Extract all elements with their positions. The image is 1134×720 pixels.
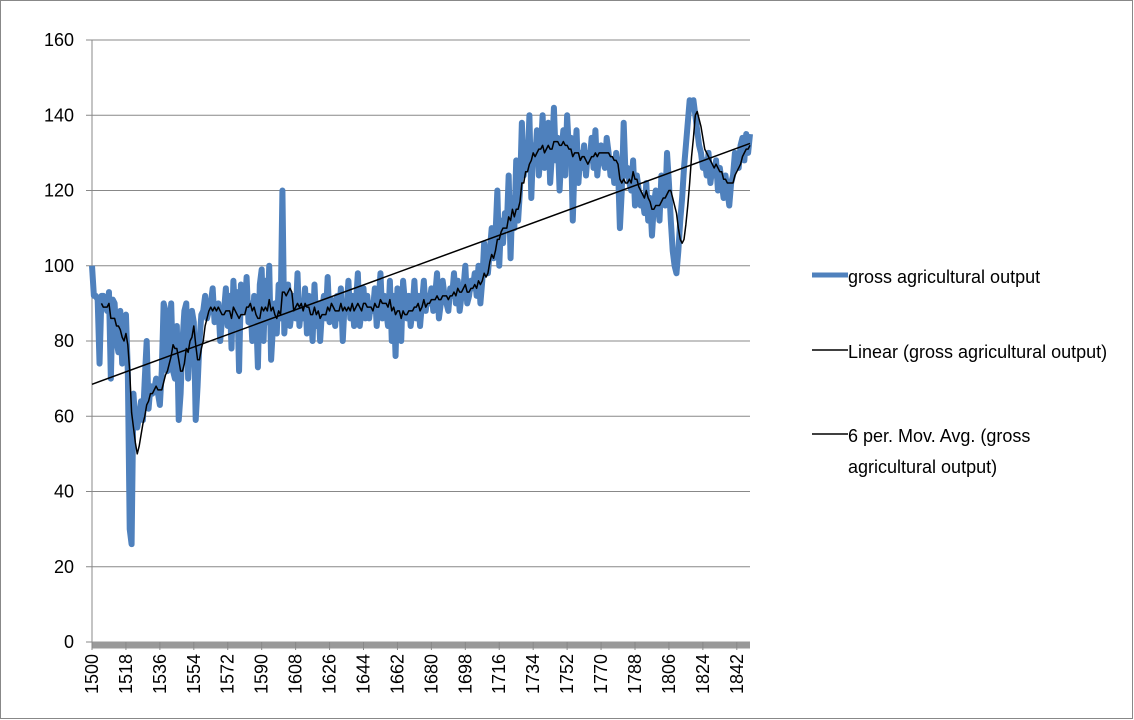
x-tick-label: 1644 — [353, 654, 373, 694]
x-tick-label: 1626 — [320, 654, 340, 694]
y-tick-label: 160 — [44, 30, 74, 50]
legend-label: gross agricultural output — [848, 267, 1041, 287]
y-tick-label: 20 — [54, 557, 74, 577]
y-tick-label: 60 — [54, 406, 74, 426]
x-tick-label: 1662 — [387, 654, 407, 694]
x-tick-label: 1608 — [286, 654, 306, 694]
y-tick-label: 120 — [44, 181, 74, 201]
y-tick-label: 140 — [44, 105, 74, 125]
x-tick-label: 1554 — [184, 654, 204, 694]
legend-label: 6 per. Mov. Avg. (gross agricultural out… — [848, 426, 1031, 477]
y-tick-label: 80 — [54, 331, 74, 351]
x-tick-label: 1842 — [727, 654, 747, 694]
x-tick-label: 1572 — [218, 654, 238, 694]
trend-line — [91, 142, 751, 385]
x-tick-label: 1734 — [523, 654, 543, 694]
y-tick-label: 0 — [64, 632, 74, 652]
x-tick-label: 1752 — [557, 654, 577, 694]
x-tick-label: 1536 — [150, 654, 170, 694]
x-tick-label: 1590 — [252, 654, 272, 694]
x-tick-label: 1518 — [116, 654, 136, 694]
y-tick-label: 100 — [44, 256, 74, 276]
x-tick-label: 1788 — [625, 654, 645, 694]
x-tick-label: 1806 — [659, 654, 679, 694]
x-tick-label: 1698 — [455, 654, 475, 694]
x-tick-label: 1770 — [591, 654, 611, 694]
moving-average-line — [100, 110, 751, 455]
x-tick-label: 1824 — [693, 654, 713, 694]
legend-label: Linear (gross agricultural output) — [848, 342, 1108, 362]
x-tick-label: 1716 — [489, 654, 509, 694]
y-tick-label: 40 — [54, 482, 74, 502]
x-tick-label: 1680 — [421, 654, 441, 694]
x-tick-label: 1500 — [82, 654, 102, 694]
data-line — [89, 97, 753, 548]
